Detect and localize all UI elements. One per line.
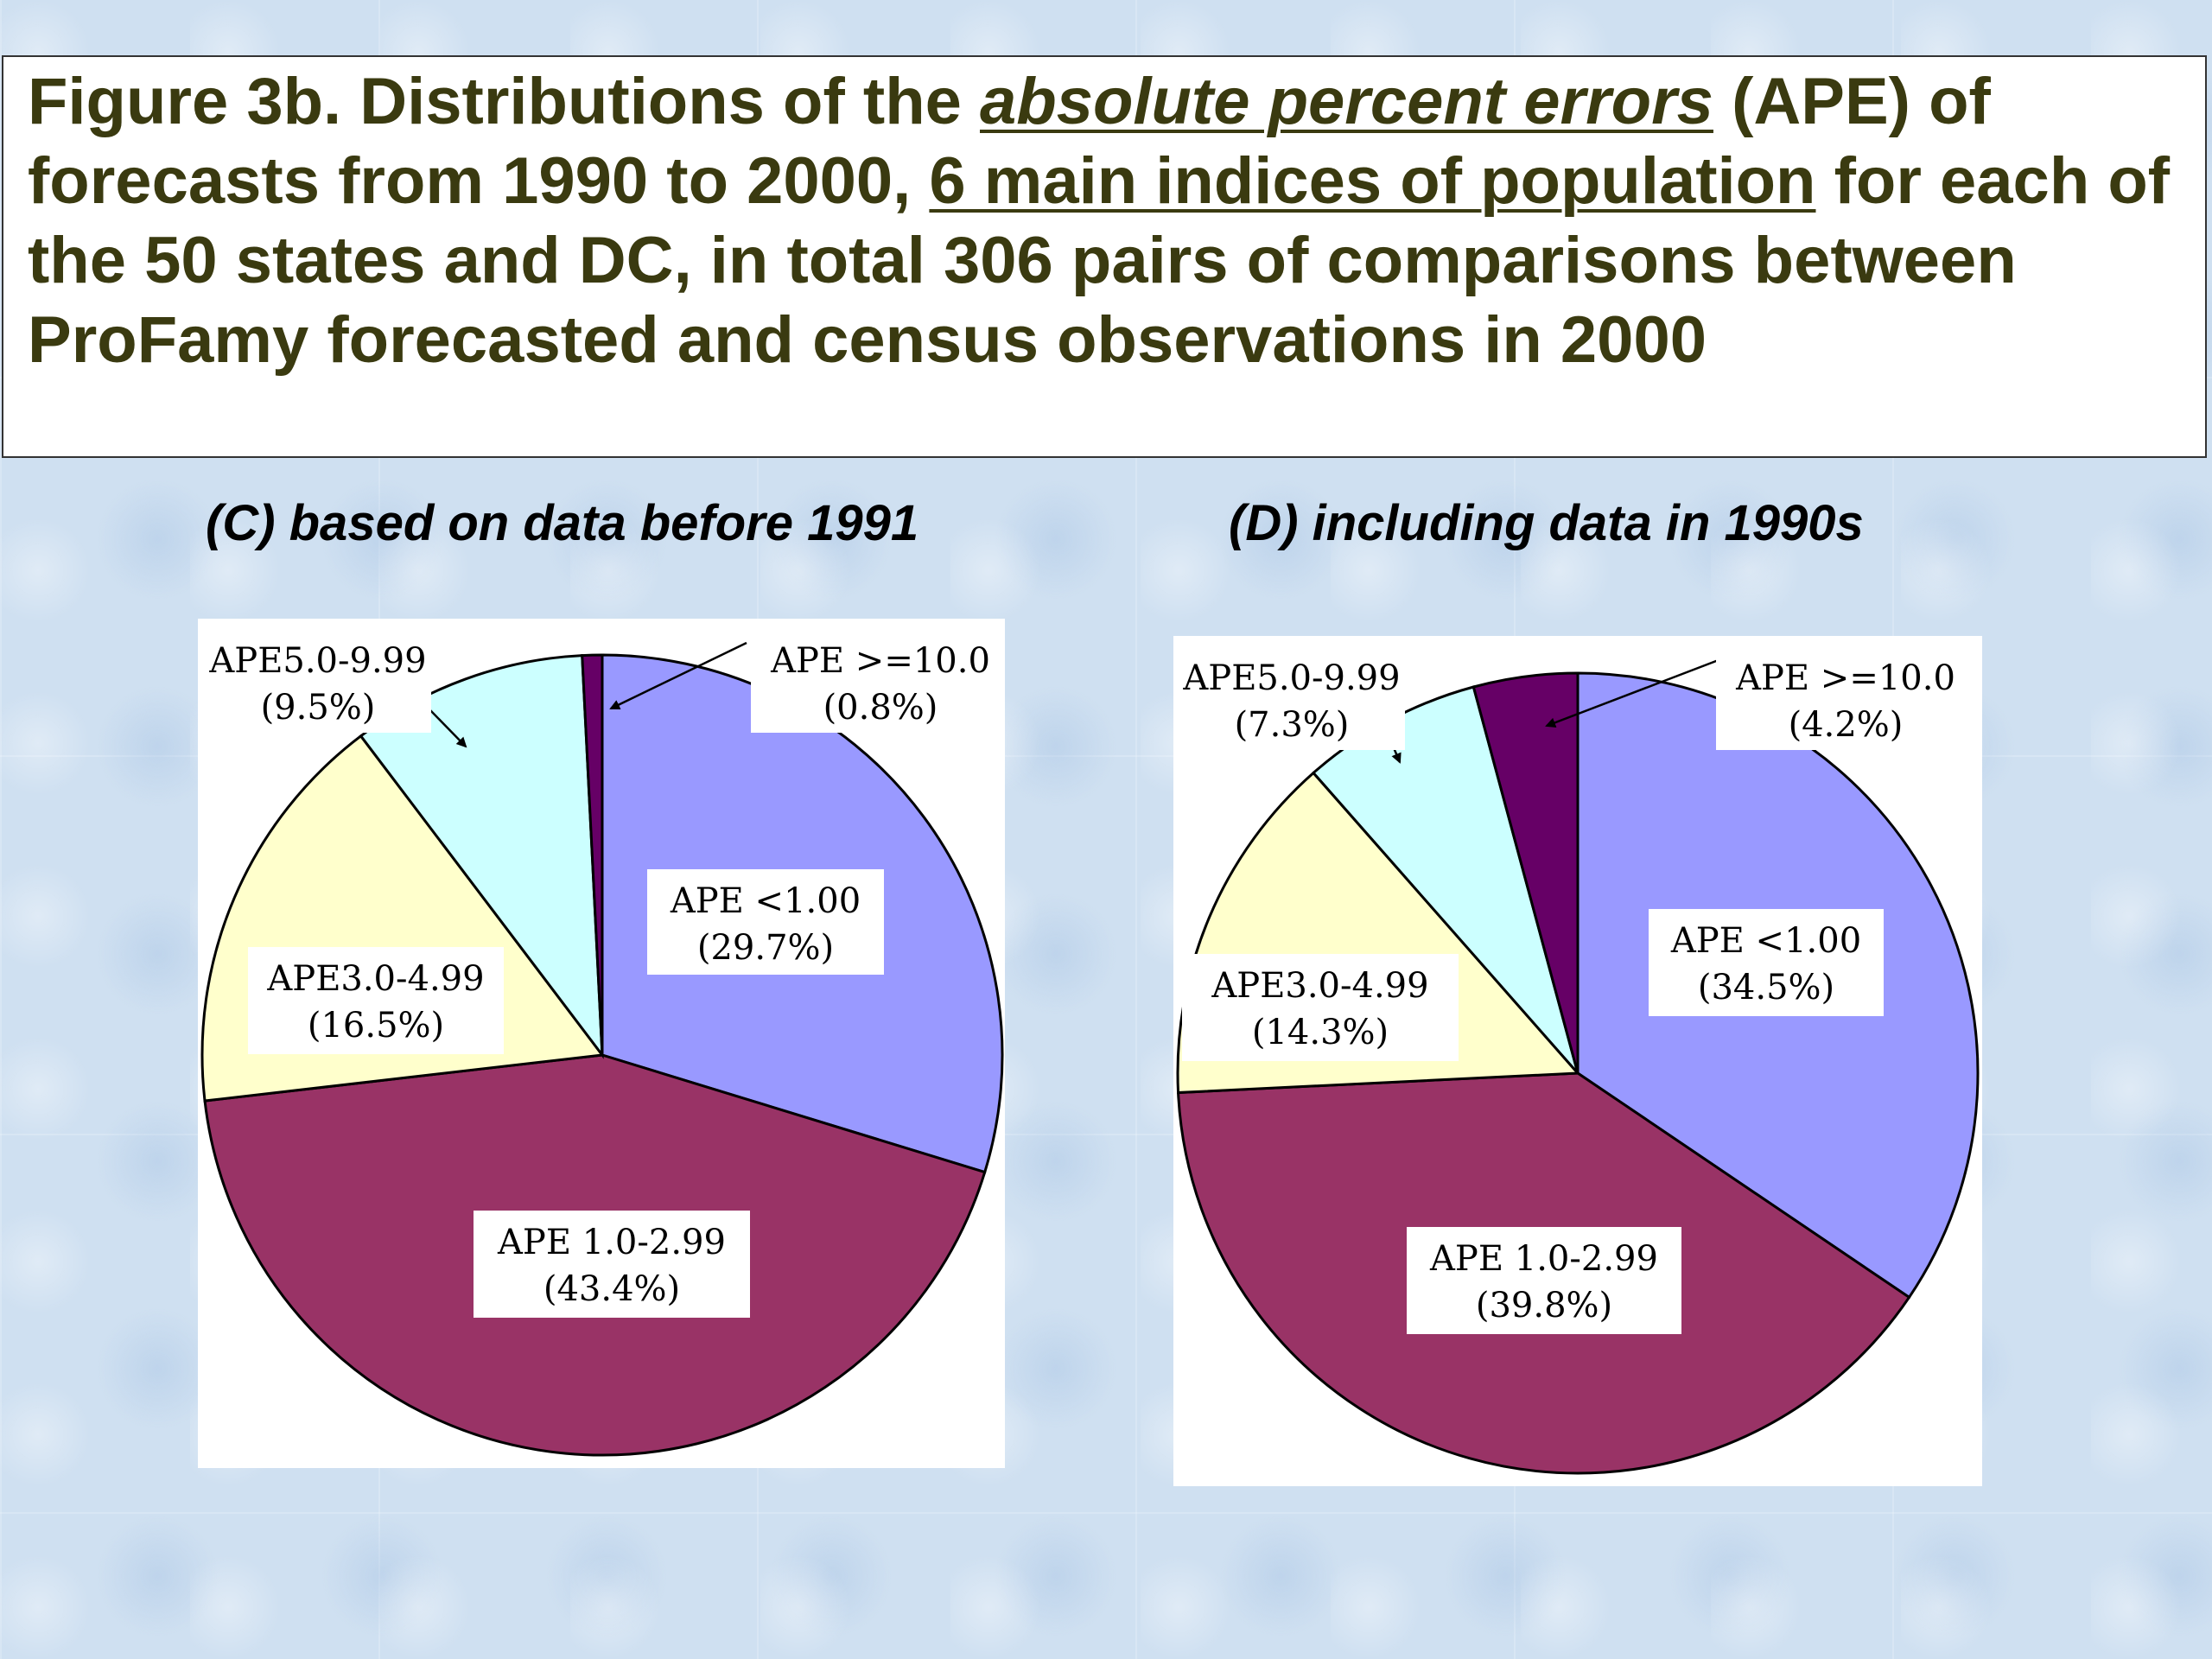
title-emphasis-ape: absolute percent errors xyxy=(980,65,1713,138)
chart-c-slice-label: APE3.0-4.99 xyxy=(266,959,484,999)
chart-c-data-label-background xyxy=(474,1211,750,1318)
chart-d-title: (D) including data in 1990s xyxy=(1229,495,1864,551)
chart-d-slice-value: (4.2%) xyxy=(1789,705,1904,745)
chart-d-data-label-ape-1-0-2-99: APE 1.0-2.99 (39.8%) xyxy=(1407,1227,1681,1334)
chart-c-title: (C) based on data before 1991 xyxy=(206,495,919,551)
chart-d-data-label-ape5-0-9-99: APE5.0-9.99 (7.3%) xyxy=(1179,646,1405,750)
chart-c-slice-label: APE <1.00 xyxy=(670,881,861,921)
chart-c-slice-label: APE 1.0-2.99 xyxy=(497,1223,726,1262)
chart-c-slice-label: APE5.0-9.99 xyxy=(208,641,426,681)
title-part-5: for each of the 50 states and DC, in tot… xyxy=(28,144,2171,377)
chart-d-data-label-background xyxy=(1716,646,1975,750)
chart-c-slice-value: (9.5%) xyxy=(261,688,376,728)
chart-c-data-label-background xyxy=(248,947,504,1054)
chart-d-slice-ape-10-0 xyxy=(1471,671,1580,1074)
chart-c-data-label-ape-1-00: APE <1.00 (29.7%) xyxy=(647,869,884,975)
figure-title: Figure 3b. Distributions of the absolute… xyxy=(28,62,2181,380)
figure-title-box: Figure 3b. Distributions of the absolute… xyxy=(2,55,2207,458)
chart-d-slice-value: (7.3%) xyxy=(1235,705,1350,745)
chart-d-data-label-ape3-0-4-99: APE3.0-4.99 (14.3%) xyxy=(1182,954,1459,1061)
chart-d-data-label-background xyxy=(1182,954,1459,1061)
chart-d-data-label-ape-10-0: APE >=10.0 (4.2%) xyxy=(1716,646,1975,750)
chart-c-data-label-ape-1-0-2-99: APE 1.0-2.99 (43.4%) xyxy=(474,1211,750,1318)
pie-chart-c-svg: APE <1.00 (29.7%) APE 1.0-2.99 (43.4%) APE3.… xyxy=(200,629,1005,1457)
chart-c-data-label-background xyxy=(751,629,1005,733)
chart-d-slice-label: APE >=10.0 xyxy=(1735,658,1955,698)
chart-c-data-label-background xyxy=(647,869,884,975)
chart-d-data-label-background xyxy=(1179,646,1405,750)
chart-c-slice-value: (29.7%) xyxy=(697,928,834,968)
chart-c-slice-value: (43.4%) xyxy=(543,1269,680,1309)
chart-d-leader-arrow xyxy=(1545,657,1724,728)
title-part-3: (APE) of forecasts from 1990 to 2000, xyxy=(28,65,1991,218)
chart-d-slice-label: APE5.0-9.99 xyxy=(1182,658,1400,698)
chart-c-slice-label: APE >=10.0 xyxy=(770,641,990,681)
chart-c-leader-arrow xyxy=(609,641,747,710)
chart-d-slice-label: APE3.0-4.99 xyxy=(1211,966,1428,1006)
pie-chart-d: APE <1.00 (34.5%) APE 1.0-2.99 (39.8%) APE3.… xyxy=(1173,636,1982,1486)
chart-d-slice-value: (34.5%) xyxy=(1698,968,1834,1007)
chart-c-data-label-ape3-0-4-99: APE3.0-4.99 (16.5%) xyxy=(248,947,504,1054)
chart-c-slice-ape-10-0 xyxy=(581,653,604,1056)
pie-chart-c: APE <1.00 (29.7%) APE 1.0-2.99 (43.4%) APE3.… xyxy=(198,619,1005,1468)
chart-d-data-label-ape-1-00: APE <1.00 (34.5%) xyxy=(1649,909,1884,1016)
chart-c-data-label-background xyxy=(205,629,431,733)
chart-d-slice-label: APE <1.00 xyxy=(1670,921,1861,961)
chart-c-slice-value: (16.5%) xyxy=(308,1006,444,1046)
chart-d-data-label-background xyxy=(1407,1227,1681,1334)
title-emphasis-indices: 6 main indices of population xyxy=(929,144,1816,218)
pie-chart-d-svg: APE <1.00 (34.5%) APE 1.0-2.99 (39.8%) APE3.… xyxy=(1176,646,1980,1475)
chart-c-data-label-ape-10-0: APE >=10.0 (0.8%) xyxy=(751,629,1005,733)
chart-d-data-label-background xyxy=(1649,909,1884,1016)
chart-d-slice-label: APE 1.0-2.99 xyxy=(1429,1239,1658,1279)
chart-d-slice-value: (39.8%) xyxy=(1476,1286,1612,1325)
chart-c-slice-value: (0.8%) xyxy=(823,688,938,728)
title-part-1: Figure 3b. Distributions of the xyxy=(28,65,980,138)
chart-d-slice-value: (14.3%) xyxy=(1252,1013,1389,1052)
chart-c-data-label-ape5-0-9-99: APE5.0-9.99 (9.5%) xyxy=(205,629,431,733)
